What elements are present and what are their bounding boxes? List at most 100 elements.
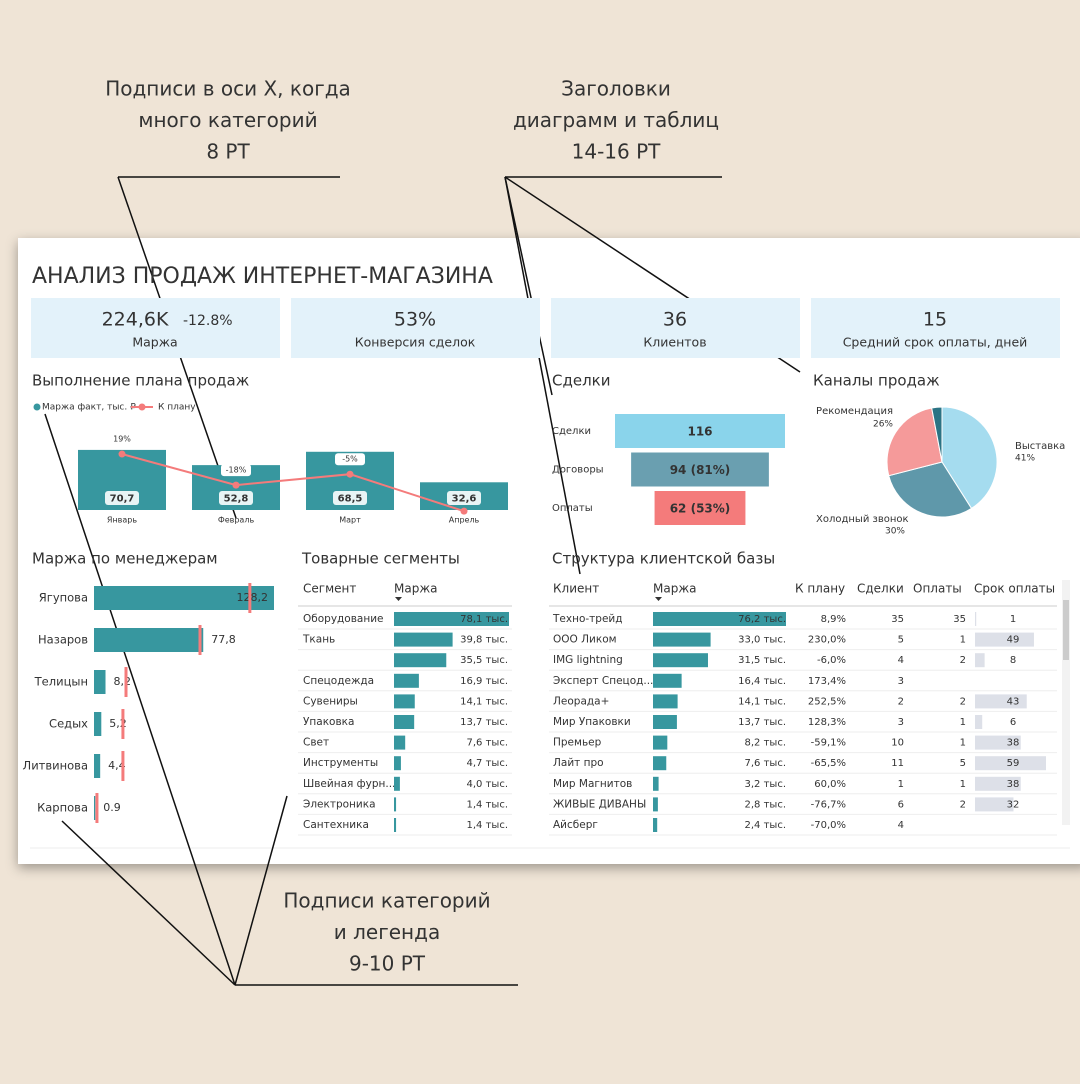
kpi-card (551, 298, 800, 358)
cell-text: 3,2 тыс. (745, 779, 786, 790)
scrollbar (1062, 580, 1070, 825)
pie-slice (886, 407, 943, 477)
data-bar (653, 653, 708, 668)
slice-value: 26% (873, 420, 893, 430)
data-bar (975, 797, 1014, 812)
cell-text: Оборудование (303, 613, 384, 625)
bar (94, 796, 96, 820)
cell-text: 2,4 тыс. (745, 820, 786, 831)
cell-text: 11 (891, 758, 904, 769)
cell-text: 16,9 тыс. (460, 676, 508, 687)
value-label: 4,4 (108, 759, 126, 772)
data-bar (975, 653, 985, 668)
category-label: Сделки (552, 426, 591, 437)
cell-text: 76,2 тыс. (738, 614, 786, 625)
cell-text: 35 (891, 614, 904, 625)
cell-text: 4 (898, 820, 904, 831)
cell-text: -6,0% (817, 655, 846, 666)
cell-text: 33,0 тыс. (738, 635, 786, 646)
cell-text: 7,6 тыс. (745, 758, 786, 769)
kpi-delta: -12.8% (183, 313, 233, 329)
cell-text: 8,2 тыс. (745, 738, 786, 749)
table-title: Товарные сегменты (301, 550, 460, 568)
annotation-text: 9-10 PT (349, 952, 426, 976)
category-label: Телицын (34, 675, 88, 689)
data-bar (394, 818, 397, 832)
cell-text: Швейная фурн... (303, 778, 395, 790)
kpi-label: Конверсия сделок (355, 335, 476, 350)
cell-text: 1,4 тыс. (467, 799, 508, 810)
category-label: Карпова (37, 801, 88, 815)
chart-title: Каналы продаж (813, 372, 940, 390)
cell-text: 8 (1010, 655, 1016, 666)
sort-icon (395, 597, 402, 601)
data-bar (394, 776, 400, 791)
slice-value: 30% (885, 527, 905, 537)
category-label: Седых (49, 717, 88, 731)
data-bar (394, 653, 447, 668)
column-header: Клиент (553, 582, 599, 596)
cell-text: 14,1 тыс. (738, 696, 786, 707)
plan-point (232, 481, 240, 489)
category-label: Ягупова (39, 591, 88, 605)
kpi-card (31, 298, 280, 358)
cell-text: 43 (1007, 696, 1020, 707)
plan-label-box (221, 464, 251, 477)
value-label-box (219, 491, 253, 505)
cell-text: 31,5 тыс. (738, 655, 786, 666)
data-bar (394, 735, 406, 750)
value-label: 62 (53%) (670, 502, 731, 516)
cell-text: 4 (898, 655, 904, 666)
cell-text: 38 (1007, 738, 1020, 749)
chart-title: Сделки (552, 372, 610, 390)
cell-text: 1 (960, 717, 966, 728)
slice-label: Рекомендация (816, 406, 893, 417)
cell-text: 16,4 тыс. (738, 676, 786, 687)
category-label: Договоры (552, 465, 604, 476)
data-bar (394, 797, 397, 812)
cell-text: 1 (960, 779, 966, 790)
annotation-text: 8 PT (206, 140, 250, 164)
cell-text: 78,1 тыс. (460, 614, 508, 625)
data-bar (394, 756, 401, 771)
data-bar (653, 818, 658, 832)
column-header: Сегмент (303, 582, 356, 596)
column-header: Маржа (394, 582, 438, 596)
legend-marker (33, 403, 41, 411)
cell-text: Премьер (553, 737, 602, 749)
x-tick-label: Март (339, 516, 361, 525)
cell-text: 59 (1007, 758, 1020, 769)
data-bar (975, 776, 1021, 791)
cell-text: Леорада+ (553, 695, 609, 707)
data-bar (653, 735, 668, 750)
cell-text: ООО Ликом (553, 634, 617, 646)
plan-point (460, 507, 468, 515)
cell-text: 3 (898, 676, 904, 687)
plan-line (121, 453, 465, 513)
category-label: Литвинова (23, 759, 88, 773)
data-bar (394, 612, 509, 626)
cell-text: 38 (1007, 779, 1020, 790)
value-label: 70,7 (110, 494, 135, 505)
cell-text: Спецодежда (303, 675, 374, 687)
cell-text: 7,6 тыс. (467, 738, 508, 749)
data-bar (653, 632, 711, 647)
funnel-bar (654, 491, 746, 525)
plan-point (346, 470, 354, 478)
kpi-value: 224,6K (102, 309, 169, 331)
table-title: Структура клиентской базы (552, 550, 775, 568)
cell-text: 6 (1010, 717, 1016, 728)
cell-text: Айсберг (553, 819, 598, 831)
cell-text: Мир Магнитов (553, 778, 632, 790)
annotation-text: Подписи в оси X, когда (105, 77, 351, 101)
funnel-bar (615, 414, 785, 448)
cell-text: 1 (960, 738, 966, 749)
cell-text: -76,7% (811, 799, 846, 810)
value-label-box (333, 491, 367, 505)
cell-text: Ткань (302, 634, 335, 646)
cell-text: 14,1 тыс. (460, 696, 508, 707)
plan-label: 19% (113, 435, 131, 444)
cell-text: 49 (1007, 635, 1020, 646)
value-label: 32,6 (452, 494, 477, 505)
bar (94, 754, 101, 778)
